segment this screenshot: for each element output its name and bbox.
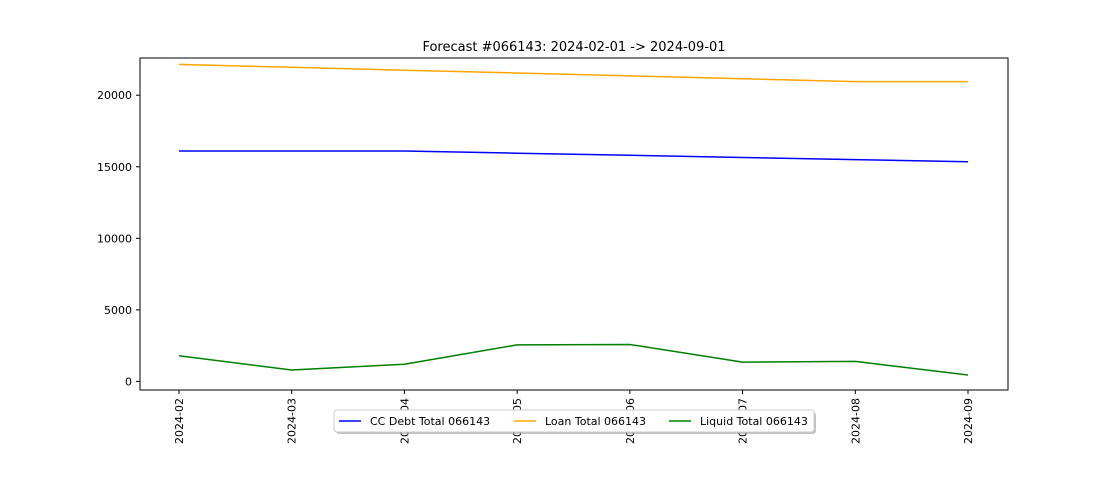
legend-entry-label: Liquid Total 066143 xyxy=(700,415,808,428)
x-tick-label: 2024-08 xyxy=(849,398,862,444)
x-tick-label: 2024-03 xyxy=(286,398,299,444)
legend-entry-label: CC Debt Total 066143 xyxy=(370,415,490,428)
series-line-1 xyxy=(178,63,968,83)
y-tick-label: 15000 xyxy=(97,161,132,174)
x-tick-label: 2024-09 xyxy=(962,398,975,444)
legend: CC Debt Total 066143 Loan Total 066143 Liq… xyxy=(333,409,816,434)
chart-title: Forecast #066143: 2024-02-01 -> 2024-09-… xyxy=(422,40,725,55)
y-tick-label: 5000 xyxy=(104,304,132,317)
y-tick-label: 10000 xyxy=(97,232,132,245)
series-group xyxy=(178,63,969,376)
series-line-2 xyxy=(178,343,969,376)
y-axis: 0 5000 10000 15000 20000 xyxy=(97,89,140,388)
series-line-0 xyxy=(179,150,969,163)
plot-area xyxy=(139,57,1009,391)
y-tick-label: 0 xyxy=(125,375,132,388)
x-tick-label: 2024-02 xyxy=(173,398,186,444)
legend-entry-label: Loan Total 066143 xyxy=(545,415,646,428)
y-tick-label: 20000 xyxy=(97,89,132,102)
legend-box xyxy=(333,409,815,433)
